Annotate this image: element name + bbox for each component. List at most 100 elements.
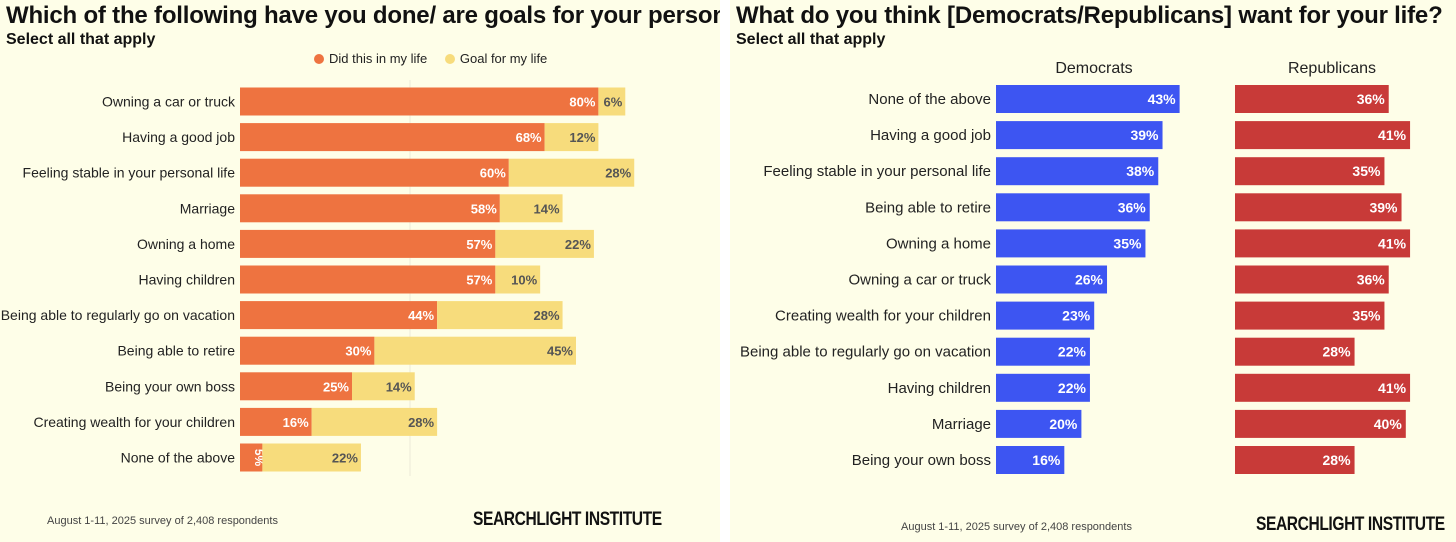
bar-goal-having-a-good-job [544, 123, 599, 152]
category-label-having-children: Having children [888, 380, 991, 397]
value-label-dem-being-your-own-boss: 16% [1032, 452, 1061, 468]
category-label-none-of-the-above: None of the above [121, 450, 236, 466]
value-label-rep-having-children: 41% [1378, 380, 1407, 396]
bar-rep-being-able-to-retire [1235, 193, 1402, 222]
value-label-did-having-a-good-job: 68% [516, 130, 542, 145]
bar-rep-being-your-own-boss [1235, 446, 1355, 474]
value-label-rep-creating-wealth-for-your-children: 35% [1352, 308, 1381, 324]
legend-dot-goal [444, 53, 455, 64]
value-label-dem-feeling-stable-in-your-personal-life: 38% [1126, 163, 1155, 179]
bar-rep-having-a-good-job [1235, 121, 1411, 150]
value-label-rep-feeling-stable-in-your-personal-life: 35% [1352, 163, 1381, 179]
bar-dem-owning-a-car-or-truck [996, 265, 1108, 294]
bar-did-creating-wealth-for-your-children [240, 407, 312, 436]
category-label-being-able-to-retire: Being able to retire [865, 199, 991, 216]
bar-did-being-able-to-retire [240, 336, 375, 365]
category-label-marriage: Marriage [932, 416, 991, 433]
value-label-goal-owning-a-car-or-truck: 6% [603, 95, 622, 110]
bar-dem-being-your-own-boss [996, 446, 1065, 474]
category-label-being-able-to-retire: Being able to retire [117, 343, 235, 359]
value-label-dem-creating-wealth-for-your-children: 23% [1062, 308, 1091, 324]
value-label-rep-being-your-own-boss: 28% [1323, 452, 1352, 468]
bar-dem-being-able-to-regularly-go-on-vacation [996, 337, 1090, 366]
category-label-having-children: Having children [139, 272, 236, 288]
right-brand-logo: SEARCHLIGHT INSTITUTE [1256, 514, 1445, 535]
legend-item-goal: Goal for my life [444, 51, 548, 66]
value-label-did-owning-a-car-or-truck: 80% [569, 95, 595, 110]
bar-goal-none-of-the-above [262, 443, 361, 472]
category-label-being-able-to-regularly-go-on-vacation: Being able to regularly go on vacation [740, 344, 991, 361]
bar-rep-having-children [1235, 373, 1411, 402]
value-label-dem-marriage: 20% [1049, 416, 1078, 432]
legend-label-goal: Goal for my life [459, 51, 548, 66]
value-label-goal-creating-wealth-for-your-children: 28% [408, 415, 434, 430]
bar-dem-having-children [996, 373, 1090, 402]
col-head-republicans: Republicans [1287, 60, 1377, 77]
bar-rep-owning-a-home [1235, 229, 1411, 258]
bar-did-having-a-good-job [240, 123, 545, 152]
value-label-goal-having-children: 10% [511, 273, 537, 288]
value-label-dem-having-a-good-job: 39% [1130, 127, 1159, 143]
bar-dem-feeling-stable-in-your-personal-life [996, 157, 1159, 186]
value-label-goal-being-able-to-regularly-go-on-vacation: 28% [534, 308, 560, 323]
bar-goal-owning-a-home [495, 229, 594, 258]
category-label-marriage: Marriage [180, 200, 235, 216]
bar-goal-creating-wealth-for-your-children [311, 407, 438, 436]
legend-dot-did [314, 53, 324, 64]
bar-goal-owning-a-car-or-truck [598, 87, 626, 116]
category-label-feeling-stable-in-your-personal-life: Feeling stable in your personal life [763, 163, 991, 180]
left-chart-subtitle: Select all that apply [6, 31, 156, 48]
value-label-rep-owning-a-car-or-truck: 36% [1357, 272, 1386, 288]
bar-rep-none-of-the-above [1235, 85, 1389, 113]
category-label-creating-wealth-for-your-children: Creating wealth for your children [775, 308, 991, 325]
bar-dem-marriage [996, 409, 1082, 438]
value-label-rep-being-able-to-retire: 39% [1369, 199, 1398, 215]
value-label-did-being-your-own-boss: 25% [323, 379, 349, 394]
col-head-democrats: Democrats [1055, 60, 1133, 77]
legend-label-did: Did this in my life [329, 51, 428, 66]
left-chart-legend: Did this in my life Goal for my life [314, 51, 561, 67]
bar-did-none-of-the-above [240, 443, 263, 472]
value-label-did-marriage: 58% [471, 201, 497, 216]
bar-dem-being-able-to-retire [996, 193, 1150, 222]
bar-did-owning-a-home [240, 229, 496, 258]
value-label-goal-feeling-stable-in-your-personal-life: 28% [605, 166, 631, 181]
value-label-goal-marriage: 14% [534, 201, 560, 216]
left-brand-logo: SEARCHLIGHT INSTITUTE [473, 509, 662, 530]
right-bar-chart: None of the above 43% 36% Having a good job… [740, 85, 1411, 474]
bar-goal-being-able-to-retire [374, 336, 576, 365]
value-label-rep-owning-a-home: 41% [1378, 235, 1407, 251]
value-label-dem-owning-a-home: 35% [1113, 235, 1142, 251]
value-label-did-having-children: 57% [466, 273, 492, 288]
bar-dem-owning-a-home [996, 229, 1146, 258]
left-bar-chart: Owning a car or truck 80% 6% Having a good … [1, 80, 635, 476]
bar-goal-having-children [495, 265, 541, 294]
bar-goal-being-able-to-regularly-go-on-vacation [437, 301, 563, 330]
value-label-rep-marriage: 40% [1374, 416, 1403, 432]
bar-dem-none-of-the-above [996, 85, 1180, 113]
value-label-dem-none-of-the-above: 43% [1148, 91, 1177, 107]
right-footer-note: August 1-11, 2025 survey of 2,408 respon… [901, 521, 1132, 533]
bar-goal-marriage [499, 194, 563, 223]
left-chart-panel: Which of the following have you done/ ar… [0, 0, 720, 542]
bar-rep-being-able-to-regularly-go-on-vacation [1235, 337, 1355, 366]
category-label-being-able-to-regularly-go-on-vacation: Being able to regularly go on vacation [1, 307, 235, 323]
value-label-dem-being-able-to-retire: 36% [1118, 199, 1147, 215]
value-label-did-owning-a-home: 57% [466, 237, 492, 252]
value-label-rep-none-of-the-above: 36% [1357, 91, 1386, 107]
bar-rep-feeling-stable-in-your-personal-life [1235, 157, 1385, 186]
category-label-having-a-good-job: Having a good job [122, 129, 235, 145]
legend-item-did: Did this in my life [314, 51, 427, 66]
value-label-goal-none-of-the-above: 22% [332, 451, 358, 466]
category-label-owning-a-car-or-truck: Owning a car or truck [102, 94, 236, 110]
category-label-owning-a-home: Owning a home [137, 236, 235, 252]
category-label-owning-a-car-or-truck: Owning a car or truck [848, 272, 991, 289]
value-label-goal-being-able-to-retire: 45% [547, 344, 573, 359]
right-chart-panel: What do you think [Democrats/Republicans… [730, 0, 1456, 542]
bar-rep-marriage [1235, 409, 1406, 438]
bar-rep-owning-a-car-or-truck [1235, 265, 1389, 294]
bar-did-marriage [240, 194, 500, 223]
right-chart-title: What do you think [Democrats/Republicans… [736, 2, 1443, 29]
bar-did-being-your-own-boss [240, 372, 352, 401]
value-label-did-creating-wealth-for-your-children: 16% [283, 415, 309, 430]
